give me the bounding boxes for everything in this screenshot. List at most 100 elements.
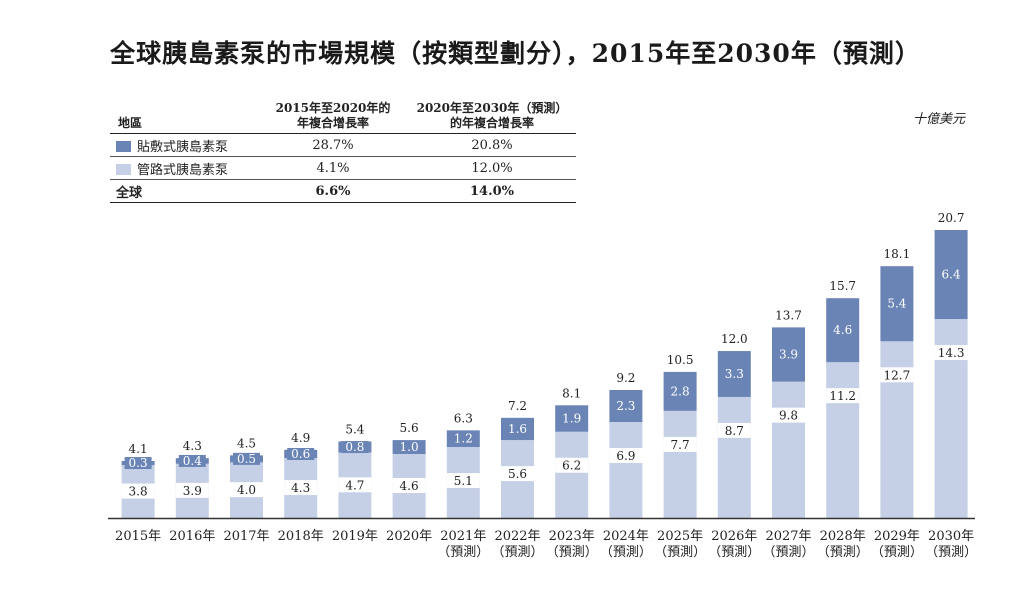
total-value-label: 12.0 [721,332,748,346]
cagr-2015-2020-header-line1: 2015年至2020年的 [275,101,391,115]
tube-value-label: 6.2 [562,459,581,473]
category-label: （預測） [437,545,489,560]
category-label: 2030年 [928,529,974,544]
patch-value-label: 1.0 [400,440,419,454]
total-value-label: 4.1 [129,442,148,456]
tube-value-label: 4.0 [237,483,256,497]
tube-value-label: 4.7 [345,478,364,492]
tube-label-band [934,345,968,361]
tube-value-label: 12.7 [884,368,911,382]
patch-value-label: 1.6 [508,422,527,436]
total-value-label: 8.1 [562,386,581,400]
category-label: 2023年 [549,529,595,544]
tube-value-label: 11.2 [829,389,856,403]
patch-label-band [395,441,423,454]
patch-value-label: 1.2 [454,432,473,446]
tube-label-band [609,448,643,463]
category-label: （預測） [708,545,760,560]
bar-tube-segment [772,381,805,518]
tube-value-label: 8.7 [725,424,744,438]
category-label: （預測） [925,545,977,560]
bar-patch-segment [501,417,534,441]
patch-value-label: 0.6 [291,447,310,461]
bar-patch-segment [555,405,589,432]
category-label: 2026年 [711,529,757,544]
cagr-2015-2020-header: 2015年至2020年的 年複合增長率 [258,99,408,134]
total-value-label: 15.7 [829,279,856,293]
total-value-label: 13.7 [775,308,802,322]
cagr-2020-2030-header: 2020年至2030年（預測） 的年複合增長率 [408,99,576,134]
tube-label-band [555,457,589,473]
cagr-2020-2030-header-line2: 的年複合增長率 [449,116,534,130]
patch-label-band [178,454,206,467]
unit-label: 十億美元 [912,112,965,127]
bar-patch-segment [717,351,751,397]
tube-label-band [446,473,480,489]
patch-value-label: 2.3 [616,399,635,413]
patch-value-label: 6.4 [942,268,961,282]
bar-tube-segment [609,422,643,518]
tube-label-band [663,436,697,452]
patch-pump-swatch [116,140,131,152]
bar-patch-segment [880,266,914,342]
row-cagr2: 20.8% [471,137,513,153]
bar-patch-segment [609,390,643,422]
category-label: 2017年 [223,529,269,544]
patch-value-label: 3.9 [779,348,798,362]
patch-value-label: 3.3 [725,367,744,381]
bar-tube-segment [826,362,860,518]
category-label: 2028年 [820,529,866,544]
bar-patch-segment [826,298,860,363]
row-name: 管路式胰島素泵 [110,157,258,180]
tube-value-label: 9.8 [779,409,798,423]
category-label: 2025年 [657,529,703,544]
row-cagr1: 4.1% [316,160,350,176]
total-value-label: 10.5 [667,353,694,367]
category-label: 2029年 [874,529,920,544]
patch-value-label: 5.4 [887,297,906,311]
tube-label-band [772,407,805,423]
tube-value-label: 4.3 [291,481,310,495]
tube-label-band [717,422,751,438]
category-label: 2024年 [603,529,649,544]
patch-value-label: 4.6 [833,323,852,337]
tube-value-label: 3.9 [183,484,202,498]
bar-patch-segment [663,371,697,411]
bar-tube-segment [663,410,697,518]
bar-tube-segment [717,396,751,518]
tube-label-band [501,466,534,482]
total-value-label: 9.2 [616,371,635,385]
patch-value-label: 0.8 [345,440,364,454]
cagr-table-header: 地區 2015年至2020年的 年複合增長率 2020年至2030年（預測） 的… [110,99,576,134]
row-name-text: 管路式胰島素泵 [137,162,229,178]
tube-label-band [392,478,426,493]
row-name-text: 貼敷式胰島素泵 [137,139,229,155]
category-label: 2019年 [332,529,378,544]
patch-label-band [449,432,477,445]
patch-value-label: 2.8 [671,384,690,398]
tube-pump-swatch [116,163,131,175]
category-label: （預測） [600,545,652,560]
total-value-label: 5.6 [400,421,419,435]
total-value-label: 20.7 [938,211,965,225]
patch-label-band [341,441,369,454]
row-cagr1: 6.6% [315,183,351,199]
region-header: 地區 [118,116,143,130]
category-label: （預測） [871,545,923,560]
total-value-label: 18.1 [884,247,911,261]
category-label: 2018年 [278,529,324,544]
tube-value-label: 5.6 [508,467,527,481]
cagr-table: 地區 2015年至2020年的 年複合增長率 2020年至2030年（預測） 的… [110,99,576,203]
category-label: 2021年 [440,529,486,544]
category-label: 2016年 [169,529,215,544]
patch-label-band [287,448,315,460]
patch-value-label: 1.9 [562,412,581,426]
tube-label-band [121,483,155,499]
total-value-label: 4.9 [291,431,310,445]
total-value-label: 6.3 [454,411,473,425]
total-value-label: 4.3 [183,439,202,453]
total-value-label: 7.2 [508,399,527,413]
bar-patch-segment [934,230,968,320]
tube-label-band [826,388,860,404]
